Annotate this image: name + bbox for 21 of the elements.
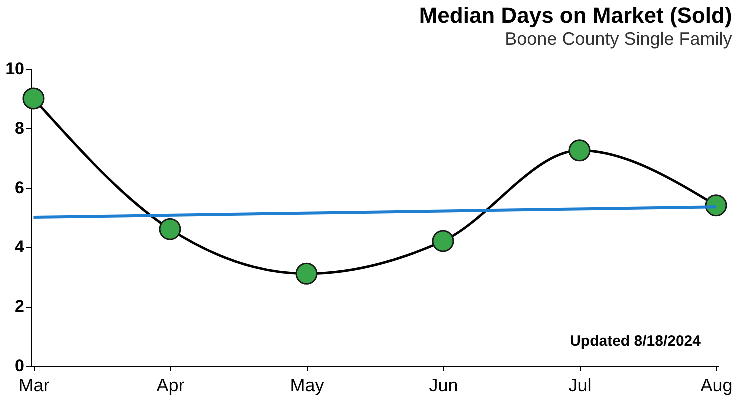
x-tick-label: Apr [156,376,185,396]
x-tick-label: Aug [700,376,733,396]
y-tick-label: 8 [15,118,24,138]
y-tick-label: 0 [15,356,24,376]
x-tick-label: Mar [18,376,50,396]
x-tick-label: May [290,376,324,396]
y-tick-label: 10 [6,60,24,78]
point [22,88,45,110]
x-tick-label: Jul [568,376,592,396]
x-tick-label: Jun [429,376,458,396]
y-tick-label: 6 [15,178,24,198]
annotation: Updated 8/18/2024 [570,333,702,350]
point [705,194,728,217]
y-tick-label: 4 [15,238,26,257]
point [432,230,454,252]
chart-subtitle: Boone County Single Family [505,29,732,49]
point [159,218,182,240]
point [568,140,591,162]
y-tick-label: 2 [15,297,24,316]
point [296,262,318,285]
chart-title: Median Days on Market (Sold) [419,3,732,28]
